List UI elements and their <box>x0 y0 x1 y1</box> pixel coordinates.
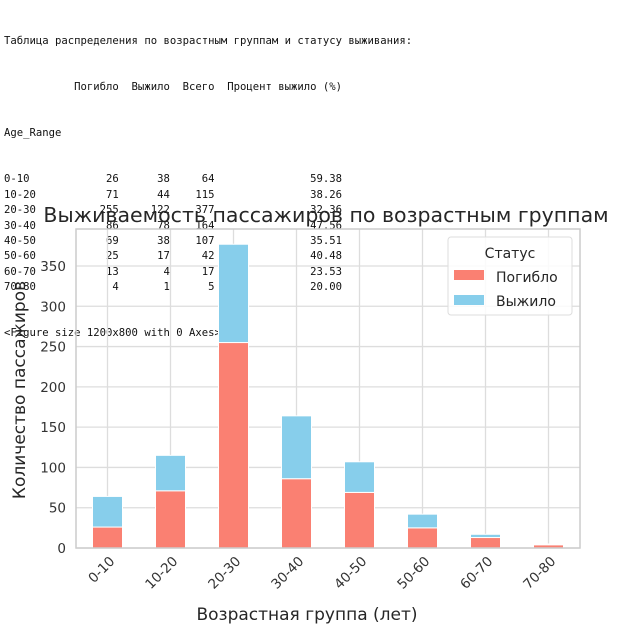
y-tick-label: 50 <box>49 501 66 517</box>
y-tick-label: 200 <box>40 380 66 396</box>
bar-segment <box>281 478 312 549</box>
bar-segment <box>155 454 186 492</box>
bar-segment <box>92 495 123 528</box>
y-tick-label: 0 <box>57 541 66 557</box>
bar-segment <box>407 527 438 549</box>
table-row: 50-60 25 17 42 40.48 <box>4 250 343 263</box>
legend-label-died: Погибло <box>496 270 558 286</box>
figure-note: <Figure size 1200x800 with 0 Axes> <box>4 327 221 340</box>
x-tick-labels: 0-10 10-20 20-30 30-40 40-50 50-60 60-70 70-80 <box>85 554 559 593</box>
x-tick-label: 50-60 <box>394 554 433 593</box>
bar-segment <box>470 533 501 539</box>
bars <box>92 243 564 549</box>
bar-segment <box>155 490 186 549</box>
x-tick-label: 0-10 <box>85 554 118 587</box>
table-index-name: Age_Range <box>4 127 62 140</box>
chart-title: Выживаемость пассажиров по возрастным гр… <box>43 203 608 227</box>
y-tick-label: 250 <box>40 340 66 356</box>
bar-segment <box>407 513 438 529</box>
x-axis-label: Возрастная группа (лет) <box>196 605 417 625</box>
x-tick-label: 40-50 <box>331 554 370 593</box>
x-tick-label: 10-20 <box>142 554 181 593</box>
legend-title: Статус <box>485 246 536 262</box>
legend-swatch-died <box>454 270 484 280</box>
bar-segment <box>470 537 501 549</box>
y-tick-label: 300 <box>40 299 66 315</box>
y-tick-label: 150 <box>40 420 66 436</box>
console-header: Таблица распределения по возрастным груп… <box>4 34 413 47</box>
x-tick-label: 70-80 <box>520 554 559 593</box>
x-tick-label: 60-70 <box>457 554 496 593</box>
legend-label-survived: Выжило <box>496 294 556 310</box>
x-tick-label: 20-30 <box>205 554 244 593</box>
bar-segment <box>281 415 312 480</box>
plot-frame <box>75 228 581 549</box>
legend: Статус Погибло Выжило <box>447 236 573 316</box>
bar-segment <box>218 243 249 344</box>
bar-segment <box>344 491 375 549</box>
table-row: 20-30 255 122 377 32.36 <box>4 204 343 217</box>
legend-swatch-survived <box>454 295 484 305</box>
y-tick-label: 100 <box>40 460 66 476</box>
table-row: 10-20 71 44 115 38.26 <box>4 188 343 201</box>
table-row: 40-50 69 38 107 35.51 <box>4 234 343 247</box>
bar-segment <box>218 342 249 549</box>
table-rows: 0-10 26 38 64 59.38 10-20 71 44 115 38.26… <box>4 172 412 295</box>
table-row: 0-10 26 38 64 59.38 <box>4 173 343 186</box>
bar-segment <box>92 526 123 549</box>
bar-segment <box>533 543 564 546</box>
table-row: 70-80 4 1 5 20.00 <box>4 281 343 294</box>
table-column-headers: Погибло Выжило Всего Процент выжило (%) <box>4 81 343 94</box>
bar-segment <box>344 461 375 493</box>
table-row: 60-70 13 4 17 23.53 <box>4 265 343 278</box>
x-tick-label: 30-40 <box>268 554 307 593</box>
y-tick-labels: 0 50 100 150 200 250 300 350 <box>40 259 66 557</box>
stacked-bar-chart: Выживаемость пассажиров по возрастным гр… <box>0 200 624 628</box>
y-axis-label: Количество пассажиров <box>10 281 30 499</box>
console-output: Таблица распределения по возрастным груп… <box>4 3 412 357</box>
y-tick-label: 350 <box>40 259 66 275</box>
